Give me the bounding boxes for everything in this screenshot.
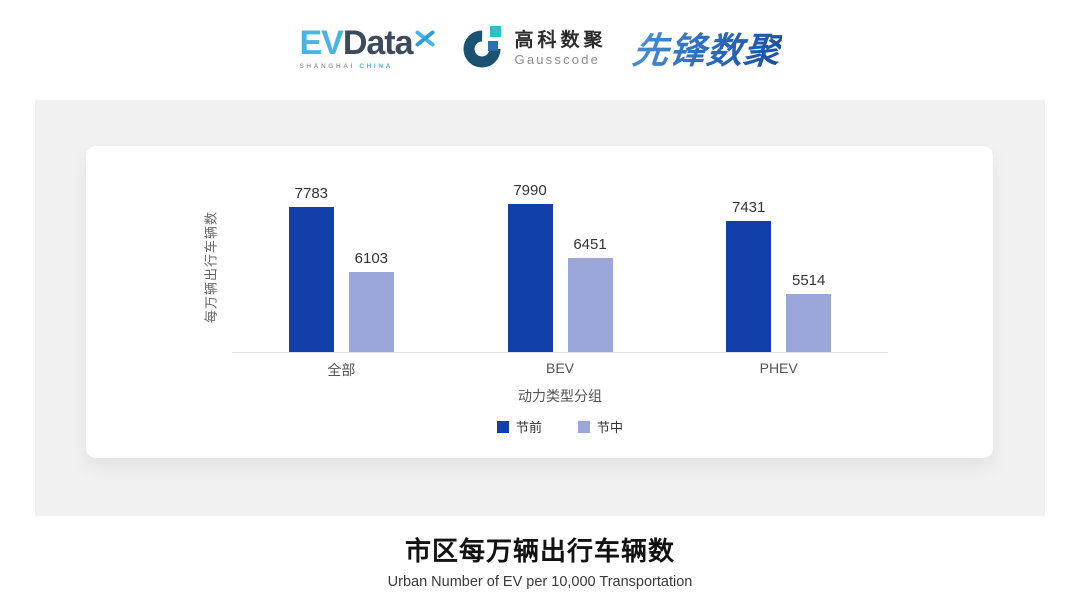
bar-value-label: 7783 <box>294 185 329 202</box>
y-axis-label: 每万辆出行车辆数 <box>203 210 219 324</box>
plot-area: 7783 6103 7990 6451 7431 5514 <box>232 182 888 352</box>
legend-item: 节中 <box>578 417 623 436</box>
bar-wrap: 5514 <box>786 182 832 352</box>
gausscode-logo: 高科数聚 Gausscode <box>461 22 607 75</box>
evdata-shanghai-text: SHANGHAI <box>299 62 355 70</box>
footer: 市区每万辆出行车辆数 Urban Number of EV per 10,000… <box>0 531 1080 590</box>
bar-value-label: 7431 <box>731 199 766 216</box>
chart-panel: 每万辆出行车辆数 7783 6103 7990 6451 7431 5514 全部 BEV P… <box>35 100 1045 516</box>
category-label: 全部 <box>327 362 356 378</box>
gausscode-cn-text: 高科数聚 <box>514 29 607 51</box>
bar-group: 7431 5514 <box>669 182 888 352</box>
bar-group: 7990 6451 <box>451 182 670 352</box>
gausscode-g-icon <box>461 22 507 75</box>
bar <box>348 272 394 352</box>
evdata-logo: EV Data SHANGHAI CHINA <box>299 23 435 70</box>
x-mark-icon <box>415 21 435 53</box>
chart-card: 每万辆出行车辆数 7783 6103 7990 6451 7431 5514 全部 BEV P… <box>86 146 993 458</box>
bar-value-label: 7990 <box>513 182 547 199</box>
evdata-data-text: Data <box>342 23 414 62</box>
header-logos: EV Data SHANGHAI CHINA <box>0 0 1080 96</box>
bar <box>288 207 334 352</box>
legend-swatch <box>578 420 590 433</box>
evdata-subtext: SHANGHAI CHINA <box>299 63 392 70</box>
page-title: 市区每万辆出行车辆数 <box>404 536 675 566</box>
category-label: BEV <box>546 360 575 376</box>
bar-group: 7783 6103 <box>232 182 451 352</box>
bar-wrap: 7990 <box>507 182 553 352</box>
category-row: 全部 BEV PHEV <box>232 360 888 380</box>
legend: 节前 节中 <box>232 417 888 436</box>
legend-label: 节中 <box>597 420 624 435</box>
bar <box>786 294 832 352</box>
page-subtitle: Urban Number of EV per 10,000 Transporta… <box>387 574 693 590</box>
legend-swatch <box>496 420 509 433</box>
gausscode-text: 高科数聚 Gausscode <box>515 30 607 67</box>
bar <box>726 221 772 352</box>
category-label: PHEV <box>759 360 798 376</box>
bar <box>567 258 613 352</box>
bar-value-label: 5514 <box>791 272 826 289</box>
bar-value-label: 6451 <box>573 236 607 253</box>
bar-wrap: 7431 <box>726 182 772 352</box>
evdata-china-text: CHINA <box>359 62 393 70</box>
bar-wrap: 6103 <box>348 182 394 352</box>
bar-wrap: 7783 <box>288 182 334 352</box>
bar-wrap: 6451 <box>567 182 613 352</box>
x-axis-title: 动力类型分组 <box>518 388 602 404</box>
bar <box>507 204 553 352</box>
evdata-wordmark: EV Data <box>299 23 435 62</box>
xianfeng-logo: 先锋数聚 <box>630 22 783 74</box>
legend-item: 节前 <box>496 417 542 436</box>
x-axis-line <box>232 352 888 353</box>
legend-label: 节前 <box>515 420 542 435</box>
evdata-ev-text: EV <box>299 23 343 62</box>
bar-value-label: 6103 <box>354 250 389 267</box>
gausscode-en-text: Gausscode <box>514 51 601 67</box>
